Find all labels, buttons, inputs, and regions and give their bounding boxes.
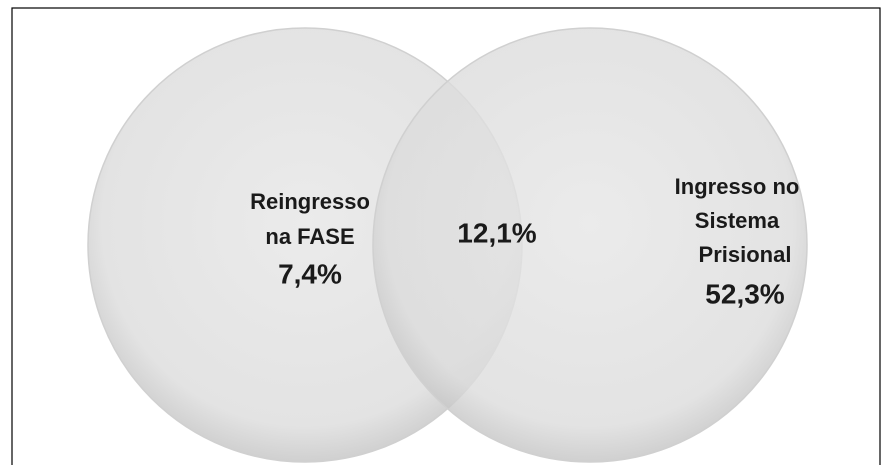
set-label: na FASE xyxy=(265,224,354,249)
set-circle-right xyxy=(372,27,808,463)
intersection-value: 12,1% xyxy=(457,217,536,248)
set-label: Sistema xyxy=(695,208,780,233)
set-value: 7,4% xyxy=(278,258,342,289)
set-label: Ingresso no xyxy=(675,174,800,199)
set-label: Prisional xyxy=(699,242,792,267)
set-label: Reingresso xyxy=(250,189,370,214)
set-value: 52,3% xyxy=(705,278,784,309)
